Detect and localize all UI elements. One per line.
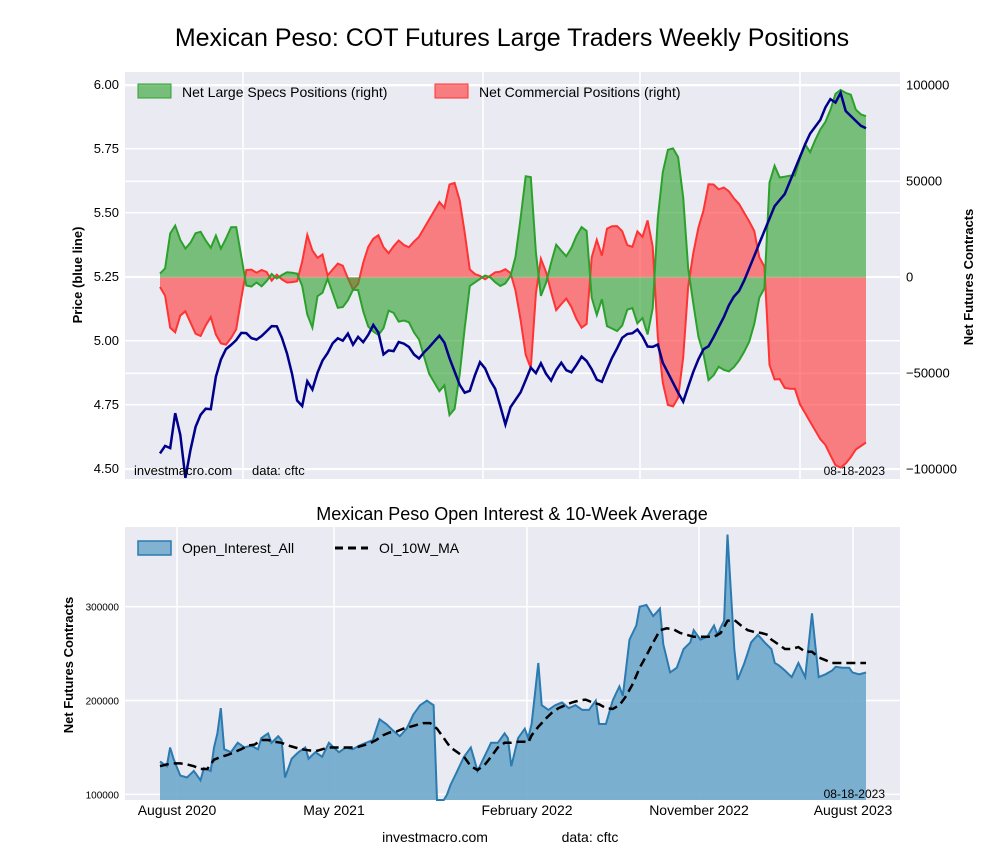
top-left-tick-label: 4.75 [94,397,119,412]
top-left-tick-label: 6.00 [94,77,119,92]
top-left-tick-label: 5.00 [94,333,119,348]
price-line [158,89,867,479]
bottom-x-axis-ticks: August 2020 May 2021 February 2022 November… [138,802,893,818]
top-left-tick-label: 5.25 [94,269,119,284]
open-interest-line [159,534,867,801]
top-left-axis-label: Price (blue line) [70,227,85,324]
legend-swatch-open-interest [137,540,172,556]
top-right-tick-label: 50000 [906,173,942,188]
bottom-x-tick-label: August 2020 [138,802,217,818]
top-right-tick-label: −100000 [906,461,957,476]
top-watermark-source: data: cftc [252,463,305,478]
bottom-y-axis-ticks: 300000 200000 100000 [86,603,120,802]
top-right-tick-label: −50000 [906,365,950,380]
legend-item-specs: Net Large Specs Positions (right) [137,83,387,100]
bottom-panel: Mexican Peso Open Interest & 10-Week Ave… [61,504,900,818]
bottom-x-tick-label: February 2022 [481,802,572,818]
legend-item-open-interest: Open_Interest_All [137,540,294,556]
legend-item-commercial: Net Commercial Positions (right) [434,83,681,100]
bottom-y-axis-label: Net Futures Contracts [61,597,76,734]
bottom-y-tick-label: 300000 [86,603,120,614]
bottom-open-interest-area [159,534,867,801]
open-interest-fill [160,534,866,800]
legend-label-specs: Net Large Specs Positions (right) [182,84,387,100]
bottom-y-tick-label: 200000 [86,697,120,708]
top-left-axis-ticks: 6.00 5.75 5.50 5.25 5.00 4.75 4.50 [94,77,119,476]
legend-label-commercial: Net Commercial Positions (right) [479,84,681,100]
top-legend: Net Large Specs Positions (right) Net Co… [137,83,681,100]
top-left-tick-label: 5.50 [94,205,119,220]
bottom-panel-title: Mexican Peso Open Interest & 10-Week Ave… [316,504,708,524]
top-left-tick-label: 5.75 [94,141,119,156]
legend-swatch-specs [137,83,172,99]
top-date-label: 08-18-2023 [824,464,886,478]
footer-site: investmacro.com [382,829,488,845]
bottom-y-tick-label: 100000 [86,790,120,801]
bottom-x-tick-label: August 2023 [814,802,893,818]
footer-source: data: cftc [562,829,619,845]
top-right-tick-label: 100000 [906,77,949,92]
bottom-x-tick-label: November 2022 [649,802,749,818]
top-right-axis-ticks: 100000 50000 0 −50000 −100000 [906,77,957,476]
top-watermark-site: investmacro.com [134,463,232,478]
figure-title: Mexican Peso: COT Futures Large Traders … [175,24,849,52]
legend-label-ma: OI_10W_MA [379,540,460,556]
top-right-axis-label: Net Futures Contracts [961,209,976,346]
legend-item-ma: OI_10W_MA [335,540,460,556]
area-outline-specs [159,88,867,418]
bottom-moving-average-line [159,618,866,772]
area-outline-commercial [159,181,867,469]
legend-swatch-commercial [434,83,469,99]
legend-label-open-interest: Open_Interest_All [182,540,294,556]
top-net-position-areas [159,88,867,469]
top-right-tick-label: 0 [906,269,913,284]
bottom-legend: Open_Interest_All OI_10W_MA [137,540,460,556]
bottom-x-tick-label: May 2021 [303,802,365,818]
bottom-date-label: 08-18-2023 [824,787,886,801]
top-left-tick-label: 4.50 [94,461,119,476]
top-price-line [158,89,867,479]
oi-10w-ma-line [159,618,866,772]
top-panel: 6.00 5.75 5.50 5.25 5.00 4.75 4.50 100000 50000… [70,72,976,479]
